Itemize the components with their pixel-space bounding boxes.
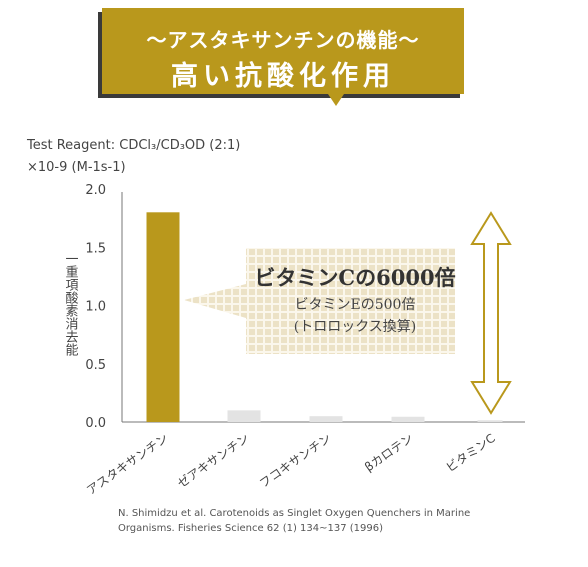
annotation-callout	[184, 248, 455, 354]
banner-title: 高い抗酸化作用	[171, 61, 395, 92]
bar	[477, 420, 503, 422]
y-tick-label: 2.0	[85, 183, 106, 198]
category-label: フコキサンチン	[257, 431, 334, 491]
double-arrow-icon	[470, 211, 512, 415]
bar	[227, 410, 261, 422]
y-tick-label: 0.5	[85, 358, 106, 373]
unit-label: ×10-9 (M-1s-1)	[27, 160, 126, 175]
title-banner-box	[102, 8, 464, 94]
category-label: ゼアキサンチン	[175, 431, 252, 491]
reference-line-1: N. Shimidzu et al. Carotenoids as Single…	[118, 508, 471, 519]
reference-line-2: Organisms. Fisheries Science 62 (1) 134~…	[118, 523, 384, 534]
test-reagent-label: Test Reagent: CDCl₃/CD₃OD (2:1)	[27, 138, 241, 153]
y-tick-label: 1.5	[85, 241, 106, 256]
y-tick-label: 1.0	[85, 300, 106, 315]
annotation-headline: ビタミンCの6000倍	[254, 265, 455, 290]
y-axis-label: 一重項酸素消去能	[63, 252, 79, 356]
title-banner: 〜アスタキサンチンの機能〜 高い抗酸化作用	[102, 8, 464, 106]
bar	[146, 212, 180, 422]
bar	[391, 416, 425, 422]
category-label: アスタキサンチン	[84, 431, 171, 498]
annotation-line-2: ビタミンEの500倍	[295, 297, 416, 313]
y-tick-label: 0.0	[85, 416, 106, 431]
annotation-line-3: (トロロックス換算)	[294, 319, 417, 335]
banner-subtitle: 〜アスタキサンチンの機能〜	[146, 28, 420, 52]
category-label: ビタミンC	[443, 431, 497, 475]
bar	[309, 416, 343, 422]
title-banner-pointer	[328, 94, 344, 106]
category-label: βカロテン	[362, 431, 416, 474]
